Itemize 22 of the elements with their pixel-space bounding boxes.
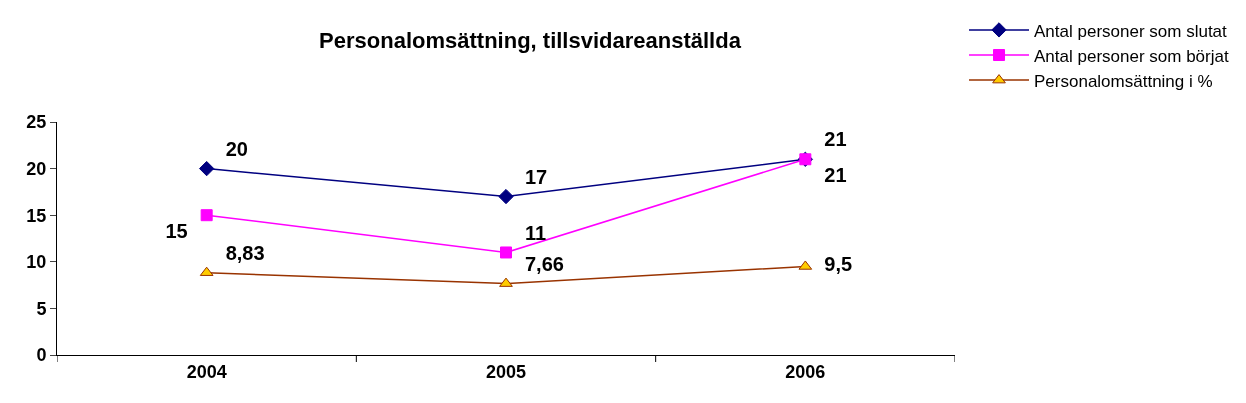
legend-label: Personalomsättning i % bbox=[1034, 71, 1213, 91]
y-tick-label: 25 bbox=[26, 112, 47, 133]
legend-label: Antal personer som slutat bbox=[1034, 21, 1228, 41]
x-tick-label: 2006 bbox=[785, 361, 826, 382]
data-label: 7,66 bbox=[525, 252, 564, 275]
x-tick-label: 2005 bbox=[485, 361, 527, 382]
y-tick-label: 10 bbox=[26, 252, 47, 273]
x-tick-label: 2004 bbox=[186, 361, 227, 382]
y-tick-label: 0 bbox=[36, 345, 47, 366]
data-label: 20 bbox=[225, 137, 248, 160]
data-label: 17 bbox=[525, 165, 548, 188]
data-label: 8,83 bbox=[225, 241, 265, 264]
chart-title: Personalomsättning, tillsvidareanställda bbox=[319, 28, 742, 53]
data-label: 21 bbox=[824, 164, 847, 187]
data-label: 21 bbox=[824, 128, 847, 151]
legend-label: Antal personer som börjat bbox=[1034, 46, 1229, 66]
y-tick-label: 20 bbox=[26, 158, 47, 179]
y-tick-label: 5 bbox=[36, 298, 47, 319]
data-label: 9,5 bbox=[824, 253, 853, 276]
data-label: 11 bbox=[525, 221, 547, 244]
data-label: 15 bbox=[165, 220, 188, 243]
y-tick-label: 15 bbox=[26, 205, 47, 226]
